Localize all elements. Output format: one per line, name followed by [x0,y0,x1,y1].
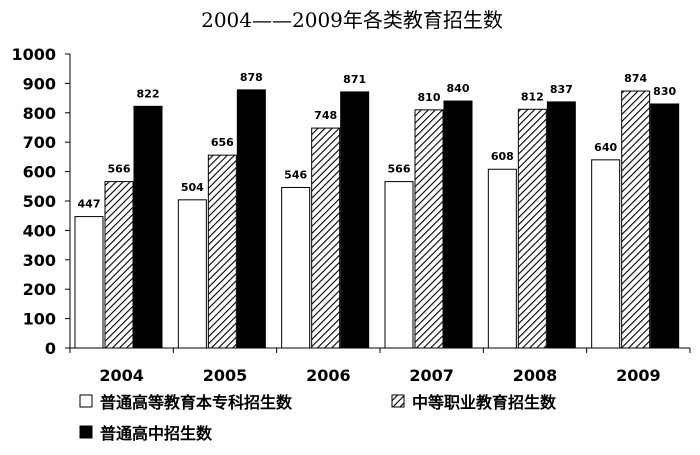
y-tick-label: 300 [23,251,56,270]
chart-title: 2004——2009年各类教育招生数 [201,8,503,32]
bar-2007-series-3 [443,100,473,349]
data-label: 546 [284,168,307,181]
x-tick-label: 2006 [306,366,351,385]
x-tick-label: 2009 [616,366,661,385]
y-tick-label: 400 [23,221,56,240]
y-tick-label: 600 [23,163,56,182]
y-tick-label: 200 [23,280,56,299]
legend-label-1: 普通高等教育本专科招生数 [100,393,293,412]
data-label: 447 [78,198,101,211]
legend-label-3: 普通高中招生数 [100,424,213,443]
data-label: 566 [108,163,131,176]
bar-2006-series-3 [340,91,370,349]
data-label: 837 [550,83,573,96]
legend-swatch-2 [391,394,405,408]
bar-2004-series-1 [74,216,104,349]
data-label: 810 [418,91,441,104]
data-label: 840 [447,82,470,95]
bar-2006-series-2 [311,127,341,349]
bars [74,89,680,349]
bar-2008-series-2 [517,108,547,349]
x-tick-label: 2005 [203,366,248,385]
y-tick-label: 800 [23,104,56,123]
bar-2008-series-1 [487,168,517,349]
data-label: 822 [137,87,160,100]
y-tick-label: 1000 [11,45,56,64]
y-tick-label: 0 [45,339,56,358]
bar-2005-series-3 [236,89,266,349]
bar-2006-series-1 [281,186,311,349]
axes: 0 100 200 300 400 500 600 700 800 900 1000 2004 2005… [11,45,691,385]
data-label: 566 [388,163,411,176]
legend-swatch-3 [79,425,93,439]
legend-swatch-1 [79,394,93,408]
bar-2007-series-2 [414,109,444,349]
bar-2008-series-3 [546,101,576,349]
y-tick-label: 900 [23,74,56,93]
bar-2007-series-1 [384,181,414,349]
y-tick-label: 100 [23,310,56,329]
bar-2009-series-3 [650,103,680,349]
data-label: 748 [314,109,337,122]
data-label: 871 [343,73,366,86]
bar-2009-series-2 [621,90,651,349]
bar-2009-series-1 [591,159,621,349]
data-label: 504 [181,181,204,194]
data-label: 640 [594,141,617,154]
bar-2004-series-2 [104,181,134,349]
data-label: 830 [653,85,676,98]
x-tick-label: 2008 [513,366,558,385]
bar-2004-series-3 [133,105,163,349]
data-label: 656 [211,136,234,149]
bar-2005-series-2 [207,154,237,349]
legend-label-2: 中等职业教育招生数 [412,393,557,412]
bar-2005-series-1 [177,199,207,349]
x-tick-label: 2007 [409,366,454,385]
data-label: 608 [491,150,514,163]
data-label: 874 [624,72,647,85]
data-label: 812 [521,90,544,103]
y-tick-label: 700 [23,133,56,152]
data-labels: 447 504 546 566 608 640 566 656 748 810 812 874 822 8… [78,71,677,211]
x-tick-label: 2004 [99,366,144,385]
data-label: 878 [240,71,263,84]
y-tick-label: 500 [23,192,56,211]
